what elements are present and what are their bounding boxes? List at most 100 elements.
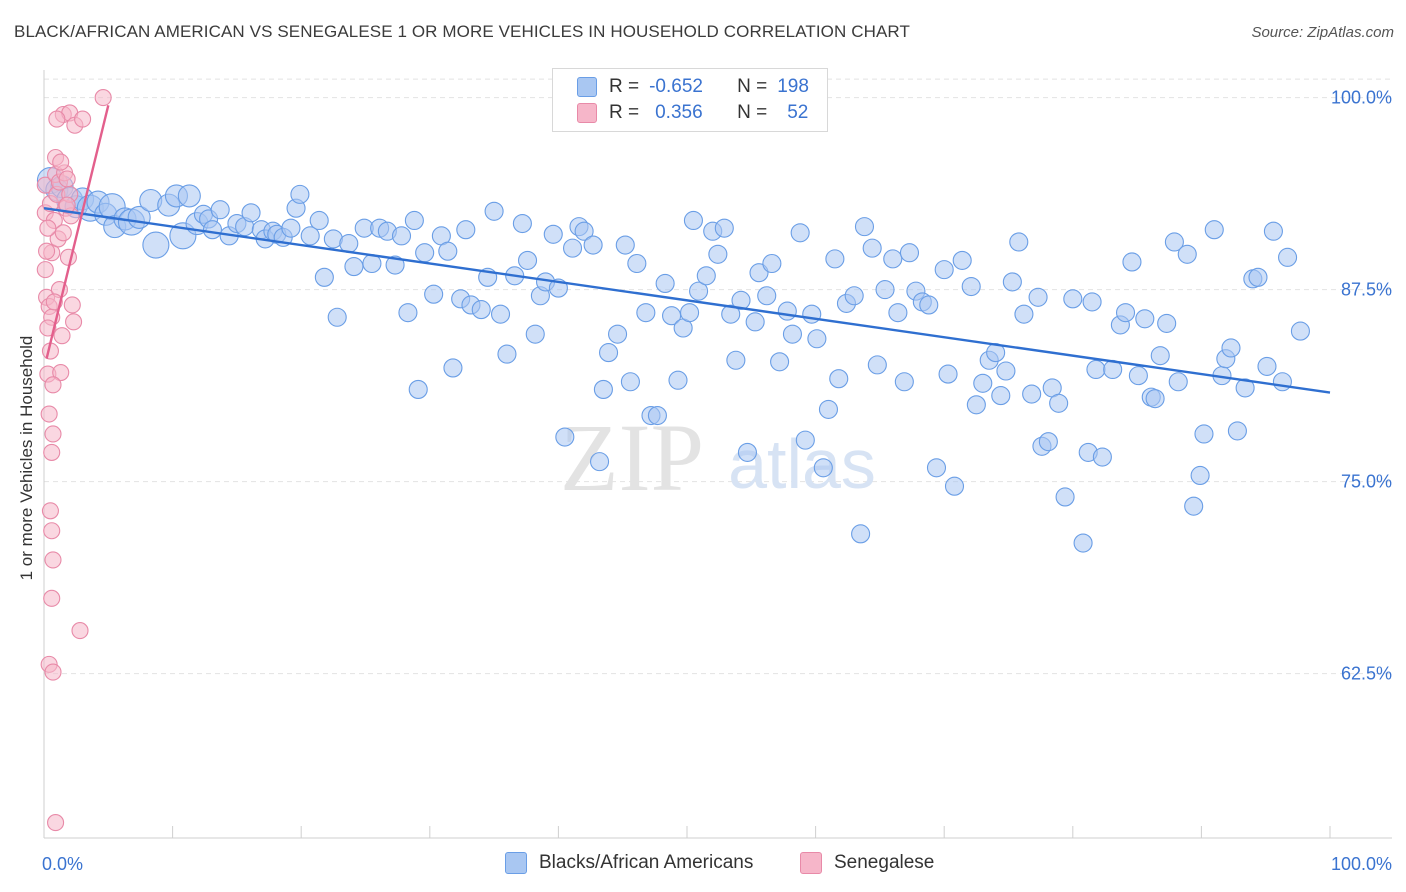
point-blacks [1082,292,1102,312]
point-senegalese [74,110,92,128]
point-blacks [1168,372,1188,392]
point-blacks [241,203,261,223]
point-blacks [636,303,656,323]
point-blacks [484,201,504,221]
legend-swatch-blacks [577,77,597,97]
point-blacks [599,343,619,363]
point-blacks [802,304,822,324]
point-blacks [290,184,310,204]
series-legend: Blacks/African Americans Senegalese [0,852,1406,878]
point-blacks [593,379,613,399]
point-senegalese [47,814,65,832]
point-blacks [1092,447,1112,467]
point-blacks [1150,346,1170,366]
legend-r-label: R = [609,102,640,123]
point-blacks [314,267,334,287]
point-senegalese [54,224,72,242]
point-blacks [438,241,458,261]
y-tick-label: 87.5% [1341,280,1392,300]
point-blacks [991,386,1011,406]
point-senegalese [52,153,70,171]
point-blacks [490,304,511,324]
point-blacks [1227,421,1247,441]
grid-layer [44,78,1392,675]
watermark: ZIP atlas [560,404,876,511]
point-senegalese [40,405,58,423]
point-blacks [749,263,769,283]
point-blacks [668,370,688,390]
point-blacks [1049,393,1069,413]
point-blacks [961,276,981,297]
point-blacks [543,224,563,244]
point-blacks [757,286,777,306]
point-senegalese [36,261,54,279]
trend-line-senegalese [45,104,110,360]
point-blacks [1086,359,1106,380]
point-senegalese [58,170,76,188]
legend-swatch-senegalese [577,103,597,123]
point-blacks [1190,465,1210,486]
series-name-blacks: Blacks/African Americans [539,852,754,873]
point-blacks [1235,378,1255,398]
y-tick-label: 100.0% [1331,88,1392,108]
point-senegalese [71,622,89,640]
series-legend-blacks: Blacks/African Americans [505,852,753,874]
point-blacks [1221,338,1241,358]
point-blacks [1063,289,1083,309]
point-blacks [424,284,444,304]
point-blacks [944,476,965,496]
legend-r-value: 0.356 [655,102,703,123]
point-blacks [404,210,424,231]
point-blacks [281,218,301,238]
watermark-zip: ZIP [560,404,704,511]
point-blacks [590,452,610,472]
trend-layer [43,104,1331,394]
point-blacks [813,458,833,478]
legend-n-label: N = [737,102,768,123]
point-blacks [844,286,864,306]
point-blacks [926,458,947,478]
point-blacks [1122,252,1142,272]
point-blacks [818,399,839,419]
point-senegalese [44,551,62,569]
point-blacks [1028,287,1048,307]
point-blacks [883,249,903,269]
point-blacks [344,257,364,277]
point-blacks [497,344,517,364]
point-blacks [142,231,170,259]
point-blacks [829,369,849,389]
point-blacks [517,250,538,270]
point-blacks [721,304,741,324]
point-senegalese [59,248,77,266]
point-blacks [385,255,405,275]
point-blacks [562,238,583,258]
point-blacks [1263,221,1283,241]
legend-n-value: 52 [787,102,809,123]
point-blacks [731,290,751,310]
point-blacks [456,220,476,240]
point-blacks [1204,220,1224,240]
point-senegalese [48,110,66,128]
x-tick-label: 100.0% [1331,854,1392,874]
point-blacks [1135,309,1155,329]
point-blacks [1157,313,1177,333]
point-senegalese [44,425,62,443]
point-blacks [745,312,765,332]
point-blacks [1115,303,1136,323]
point-blacks [1257,356,1277,376]
point-blacks [862,238,882,258]
point-blacks [608,324,628,344]
legend-n-value: 198 [777,76,809,97]
point-blacks [934,260,954,280]
point-senegalese [65,313,83,331]
point-blacks [1014,304,1034,324]
point-blacks [1290,321,1310,341]
point-blacks [851,524,871,544]
point-blacks [620,372,640,392]
point-blacks [782,324,803,344]
points-layer [36,89,1310,832]
series-swatch-blacks [505,852,527,874]
point-blacks [680,303,700,323]
point-senegalese [44,663,62,681]
